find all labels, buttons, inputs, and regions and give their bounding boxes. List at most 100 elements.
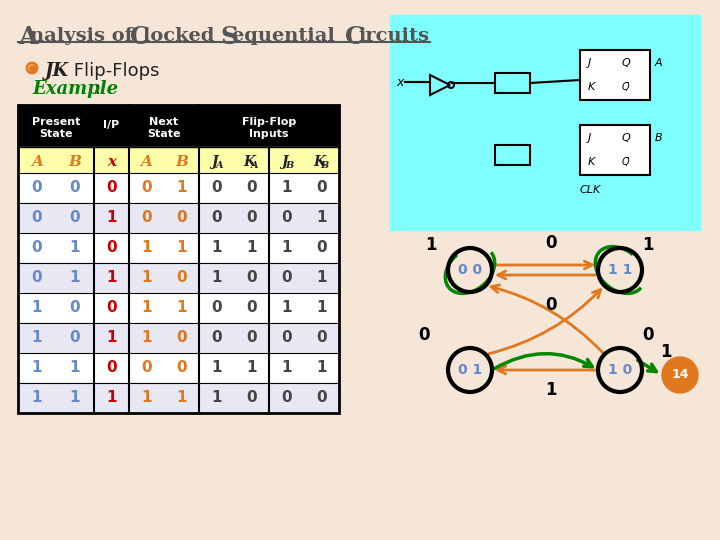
Bar bbox=[18, 293, 339, 323]
Text: 0: 0 bbox=[106, 300, 117, 315]
Text: B: B bbox=[285, 161, 294, 170]
Text: S: S bbox=[220, 25, 238, 49]
Text: equential: equential bbox=[232, 27, 341, 45]
Bar bbox=[580, 50, 650, 100]
Text: 0: 0 bbox=[282, 271, 292, 286]
Text: Q̄: Q̄ bbox=[622, 82, 629, 92]
Text: J: J bbox=[588, 58, 591, 68]
Bar bbox=[18, 383, 339, 413]
Text: A: A bbox=[18, 25, 37, 49]
Text: 1: 1 bbox=[32, 390, 42, 406]
Text: A: A bbox=[216, 161, 223, 170]
Text: Inputs: Inputs bbox=[249, 129, 289, 139]
Bar bbox=[580, 125, 650, 175]
Text: C: C bbox=[345, 25, 365, 49]
Text: Q: Q bbox=[622, 133, 631, 143]
Text: 0: 0 bbox=[32, 240, 42, 255]
Text: B: B bbox=[655, 133, 662, 143]
Text: 0: 0 bbox=[246, 300, 257, 315]
Text: 0: 0 bbox=[316, 390, 327, 406]
Text: K: K bbox=[243, 155, 256, 169]
Text: 1: 1 bbox=[70, 240, 80, 255]
Text: locked: locked bbox=[143, 27, 221, 45]
Text: 1: 1 bbox=[211, 361, 222, 375]
Text: 1: 1 bbox=[107, 330, 117, 346]
Text: 1: 1 bbox=[316, 211, 327, 226]
Text: 1: 1 bbox=[642, 236, 654, 254]
Text: 1: 1 bbox=[246, 361, 257, 375]
Bar bbox=[18, 147, 339, 173]
Text: 0: 0 bbox=[282, 390, 292, 406]
Text: 0: 0 bbox=[70, 330, 81, 346]
Bar bbox=[495, 73, 530, 93]
Text: 1: 1 bbox=[107, 211, 117, 226]
Text: 1: 1 bbox=[282, 240, 292, 255]
Text: JK: JK bbox=[45, 62, 69, 80]
Bar bbox=[18, 105, 339, 147]
Text: K: K bbox=[313, 155, 325, 169]
Text: A: A bbox=[31, 155, 43, 169]
Text: nalysis of: nalysis of bbox=[30, 27, 140, 45]
Text: 0: 0 bbox=[141, 180, 152, 195]
Text: B: B bbox=[320, 161, 328, 170]
Text: 0: 0 bbox=[282, 211, 292, 226]
Text: :: : bbox=[95, 80, 101, 98]
Text: 14: 14 bbox=[671, 368, 689, 381]
Text: 0: 0 bbox=[176, 211, 186, 226]
Text: 1: 1 bbox=[176, 240, 186, 255]
Text: Next: Next bbox=[150, 117, 179, 127]
Circle shape bbox=[662, 357, 698, 393]
Text: C: C bbox=[130, 25, 150, 49]
Text: 1: 1 bbox=[282, 300, 292, 315]
Text: 1: 1 bbox=[141, 300, 152, 315]
Text: I/P: I/P bbox=[104, 120, 120, 130]
Text: Flip-Flops: Flip-Flops bbox=[68, 62, 160, 80]
Text: 0: 0 bbox=[545, 296, 557, 314]
Text: 1: 1 bbox=[282, 361, 292, 375]
Text: 1: 1 bbox=[246, 240, 257, 255]
Text: 0 0: 0 0 bbox=[458, 263, 482, 277]
Text: 0: 0 bbox=[211, 211, 222, 226]
Text: 0: 0 bbox=[141, 211, 152, 226]
Text: 1 1: 1 1 bbox=[608, 263, 632, 277]
Text: 1: 1 bbox=[107, 271, 117, 286]
Text: 1: 1 bbox=[211, 240, 222, 255]
Text: 1: 1 bbox=[176, 390, 186, 406]
Bar bbox=[18, 173, 339, 203]
Text: 0: 0 bbox=[316, 330, 327, 346]
Text: 0: 0 bbox=[246, 180, 257, 195]
Text: 1: 1 bbox=[32, 300, 42, 315]
Bar bbox=[18, 233, 339, 263]
Text: K: K bbox=[588, 157, 595, 167]
Text: 0: 0 bbox=[316, 240, 327, 255]
Text: J: J bbox=[211, 155, 218, 169]
Text: B: B bbox=[175, 155, 188, 169]
Text: 1: 1 bbox=[32, 330, 42, 346]
Text: 0: 0 bbox=[106, 180, 117, 195]
Text: Flip-Flop: Flip-Flop bbox=[242, 117, 296, 127]
Text: 0: 0 bbox=[106, 240, 117, 255]
Text: Present: Present bbox=[32, 117, 80, 127]
Text: State: State bbox=[40, 129, 73, 139]
Text: 1: 1 bbox=[316, 361, 327, 375]
Text: 0: 0 bbox=[70, 211, 81, 226]
Text: 1: 1 bbox=[282, 180, 292, 195]
Text: 1: 1 bbox=[316, 271, 327, 286]
Text: 0: 0 bbox=[246, 390, 257, 406]
Text: 1: 1 bbox=[176, 180, 186, 195]
Text: 1: 1 bbox=[70, 361, 80, 375]
Text: 1: 1 bbox=[545, 381, 557, 399]
Text: A: A bbox=[655, 58, 662, 68]
Text: 1: 1 bbox=[176, 300, 186, 315]
Text: 0: 0 bbox=[316, 180, 327, 195]
Text: J: J bbox=[588, 133, 591, 143]
Text: 0: 0 bbox=[176, 330, 186, 346]
Text: 0: 0 bbox=[176, 271, 186, 286]
Text: 1: 1 bbox=[425, 236, 436, 254]
Bar bbox=[18, 353, 339, 383]
Text: 0: 0 bbox=[32, 211, 42, 226]
Text: 1: 1 bbox=[70, 390, 80, 406]
Text: 1: 1 bbox=[660, 343, 672, 361]
Text: 1: 1 bbox=[141, 330, 152, 346]
Text: Q: Q bbox=[622, 58, 631, 68]
